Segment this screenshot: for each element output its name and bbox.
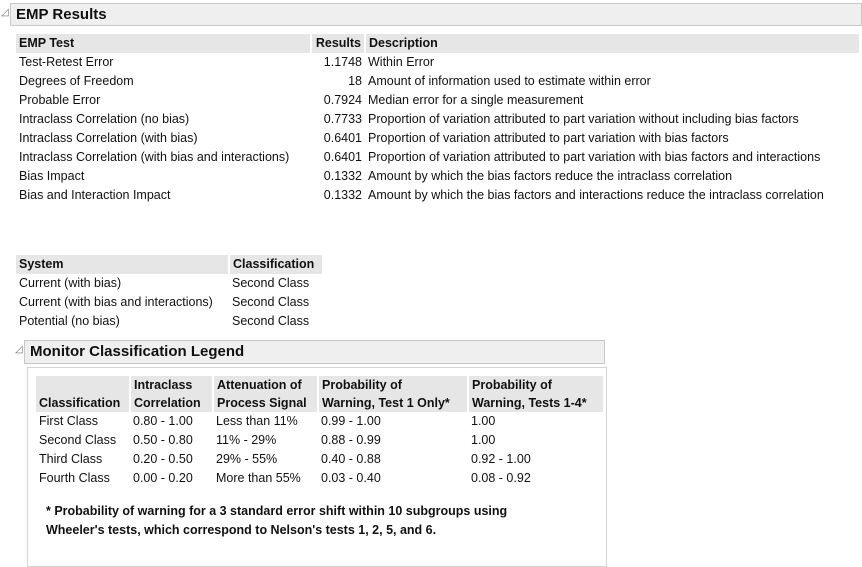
table-cell: Less than 11% [216, 414, 298, 428]
disclosure-triangle-icon[interactable]: ◿ [1, 7, 9, 18]
table-cell: More than 55% [216, 471, 301, 485]
emp-results-header[interactable]: EMP Results [10, 3, 862, 26]
table-cell: Intraclass Correlation (with bias and in… [19, 150, 290, 164]
table-cell: Bias and Interaction Impact [19, 188, 171, 202]
table-row: Third Class 0.20 - 0.50 29% - 55% 0.40 - 0.… [36, 450, 603, 469]
footnote-line: Wheeler's tests, which correspond to Nel… [46, 523, 437, 537]
table-row: Bias Impact 0.1332 Amount by which the bia… [16, 167, 859, 186]
table-row: Intraclass Correlation (no bias) 0.7733 Pr… [16, 110, 859, 129]
table-row: Potential (no bias) Second Class [16, 312, 322, 331]
system-table: System Classification Current (with bias) S… [16, 255, 322, 331]
column-header-line: Probability of [322, 378, 402, 392]
table-cell: 11% - 29% [216, 433, 277, 447]
column-header: Attenuation of Process Signal [213, 376, 319, 412]
table-cell: Test-Retest Error [19, 55, 114, 69]
table-cell: 0.7733 [323, 112, 362, 126]
table-cell: 0.6401 [323, 131, 362, 145]
table-cell: Median error for a single measurement [368, 93, 584, 107]
column-header-line: Correlation [134, 396, 201, 410]
table-cell: Second Class [232, 276, 310, 290]
table-cell: Proportion of variation attributed to pa… [368, 112, 799, 126]
table-cell: 0.08 - 0.92 [471, 471, 531, 485]
table-cell: Amount by which the bias factors reduce … [368, 169, 733, 183]
table-row: Degrees of Freedom 18 Amount of informatio… [16, 72, 859, 91]
table-cell: 0.00 - 0.20 [133, 471, 193, 485]
table-cell: 0.99 - 1.00 [321, 414, 381, 428]
table-row: Current (with bias and interactions) Seco… [16, 293, 322, 312]
table-row: First Class 0.80 - 1.00 Less than 11% 0.99 … [36, 412, 603, 431]
table-row: Test-Retest Error 1.1748 Within Error [16, 53, 859, 72]
table-cell: Proportion of variation attributed to pa… [368, 131, 729, 145]
column-header: Intraclass Correlation [130, 376, 214, 412]
table-row: Fourth Class 0.00 - 0.20 More than 55% 0.03… [36, 469, 603, 488]
table-cell: Second Class [39, 433, 117, 447]
emp-table: EMP Test Results Description Test-Retest Er… [16, 34, 859, 205]
table-cell: Second Class [232, 295, 310, 309]
column-header: Probability of Warning, Tests 1-4* [468, 376, 603, 412]
table-cell: 0.50 - 0.80 [133, 433, 193, 447]
table-cell: 1.00 [471, 414, 496, 428]
table-cell: 18 [348, 74, 362, 88]
table-cell: 0.80 - 1.00 [133, 414, 193, 428]
table-row: Current (with bias) Second Class [16, 274, 322, 293]
column-header: Description [365, 34, 859, 53]
table-cell: Amount by which the bias factors and int… [368, 188, 824, 202]
column-header: EMP Test [16, 34, 312, 53]
table-cell: 0.6401 [323, 150, 362, 164]
table-cell: Fourth Class [39, 471, 110, 485]
legend-table: Classification Intraclass Correlation Atten… [36, 376, 603, 488]
column-header: Classification [36, 376, 131, 412]
column-header: System [16, 255, 230, 274]
column-header-line: Classification [39, 396, 121, 410]
table-row: Intraclass Correlation (with bias) 0.6401… [16, 129, 859, 148]
section-title: EMP Results [16, 6, 107, 23]
table-cell: 0.20 - 0.50 [133, 452, 193, 466]
table-cell: 0.88 - 0.99 [321, 433, 381, 447]
table-cell: Degrees of Freedom [19, 74, 134, 88]
table-cell: 0.03 - 0.40 [321, 471, 381, 485]
column-header-line: Warning, Test 1 Only* [322, 396, 450, 410]
table-cell: Probable Error [19, 93, 101, 107]
table-cell: Second Class [232, 314, 310, 328]
column-header-line: Attenuation of [217, 378, 302, 392]
table-cell: Within Error [368, 55, 434, 69]
table-cell: Third Class [39, 452, 103, 466]
table-cell: Intraclass Correlation (with bias) [19, 131, 198, 145]
table-cell: Proportion of variation attributed to pa… [368, 150, 821, 164]
column-header-line: Process Signal [217, 396, 307, 410]
table-cell: 0.7924 [323, 93, 362, 107]
column-header-line: Warning, Tests 1-4* [472, 396, 587, 410]
footnote-line: * Probability of warning for a 3 standar… [46, 504, 508, 518]
table-cell: Bias Impact [19, 169, 85, 183]
table-cell: Current (with bias and interactions) [19, 295, 213, 309]
disclosure-triangle-icon[interactable]: ◿ [15, 344, 23, 355]
column-header-line: Probability of [472, 378, 552, 392]
section-title: Monitor Classification Legend [30, 343, 245, 360]
column-header: Results [311, 34, 366, 53]
table-row: Intraclass Correlation (with bias and in… [16, 148, 859, 167]
table-cell: 0.1332 [323, 188, 362, 202]
table-cell: 29% - 55% [216, 452, 278, 466]
table-row: Probable Error 0.7924 Median error for a s… [16, 91, 859, 110]
table-row: Bias and Interaction Impact 0.1332 Amount … [16, 186, 859, 205]
legend-header[interactable]: Monitor Classification Legend [24, 340, 605, 364]
table-cell: Current (with bias) [19, 276, 122, 290]
table-cell: 0.92 - 1.00 [471, 452, 531, 466]
table-cell: 0.40 - 0.88 [321, 452, 381, 466]
column-header: Classification [229, 255, 322, 274]
table-cell: Intraclass Correlation (no bias) [19, 112, 190, 126]
footnote: * Probability of warning for a 3 standar… [46, 502, 507, 540]
table-cell: 0.1332 [323, 169, 362, 183]
column-header: Probability of Warning, Test 1 Only* [318, 376, 469, 412]
table-row: Second Class 0.50 - 0.80 11% - 29% 0.88 - 0… [36, 431, 603, 450]
table-cell: Amount of information used to estimate w… [368, 74, 651, 88]
table-cell: 1.1748 [323, 55, 362, 69]
table-cell: Potential (no bias) [19, 314, 120, 328]
table-cell: 1.00 [471, 433, 496, 447]
column-header-line: Intraclass [134, 378, 193, 392]
table-cell: First Class [39, 414, 99, 428]
